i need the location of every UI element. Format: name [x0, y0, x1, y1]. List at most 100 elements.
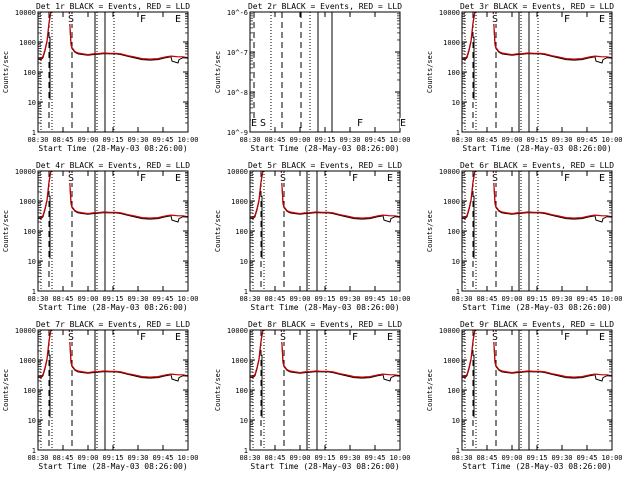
y-tick-label: 100: [23, 228, 36, 236]
marker-e: E: [387, 332, 393, 343]
y-tick-label: 10^-6: [227, 9, 248, 17]
x-tick-label: 09:45: [152, 454, 173, 462]
marker-box: [175, 14, 182, 24]
x-tick-label: 10:00: [601, 136, 622, 144]
marker-box: [599, 332, 606, 342]
series-lld-line: [38, 171, 188, 219]
marker-box: [357, 118, 364, 128]
y-tick-label: 10: [240, 258, 248, 266]
marker-box: [352, 173, 359, 183]
y-tick-label: 10: [240, 417, 248, 425]
y-tick-label: 10000: [15, 168, 36, 176]
x-tick-label: 08:30: [239, 454, 260, 462]
x-tick-label: 09:45: [364, 295, 385, 303]
y-axis-label: Counts/sec: [214, 210, 222, 252]
x-tick-label: 08:30: [451, 454, 472, 462]
x-tick-label: 09:45: [364, 454, 385, 462]
marker-box: [140, 332, 147, 342]
x-tick-label: 09:45: [152, 136, 173, 144]
marker-box: [492, 173, 499, 183]
x-tick-label: 09:00: [289, 136, 310, 144]
marker-s: S: [492, 173, 498, 184]
x-tick-label: 08:45: [264, 295, 285, 303]
marker-e: E: [400, 118, 406, 129]
x-tick-label: 09:00: [501, 136, 522, 144]
marker-box: [400, 118, 407, 128]
marker-box: [68, 173, 75, 183]
y-axis-label: Counts/sec: [2, 51, 10, 93]
y-tick-label: 1000: [19, 198, 36, 206]
x-axis-label: Start Time (28-May-03 08:26:00): [462, 462, 611, 471]
x-tick-label: 08:45: [264, 136, 285, 144]
series-lld-line: [462, 171, 612, 219]
marker-f: F: [564, 173, 570, 184]
marker-s: S: [260, 118, 266, 129]
y-tick-label: 1: [456, 288, 460, 296]
marker-box: [280, 332, 287, 342]
x-tick-label: 09:30: [339, 136, 360, 144]
panel-title: Det 6r BLACK = Events, RED = LLD: [460, 161, 614, 170]
x-tick-label: 09:45: [576, 295, 597, 303]
series-lld-line: [462, 12, 612, 60]
x-axis-label: Start Time (28-May-03 08:26:00): [38, 303, 187, 312]
x-tick-label: 09:15: [314, 295, 335, 303]
marker-box: [140, 14, 147, 24]
x-tick-label: 09:45: [576, 454, 597, 462]
panel-title: Det 4r BLACK = Events, RED = LLD: [36, 161, 190, 170]
x-tick-label: 09:00: [77, 136, 98, 144]
x-tick-label: 08:30: [27, 454, 48, 462]
y-tick-label: 1: [456, 129, 460, 137]
marker-s: S: [280, 332, 286, 343]
x-tick-label: 08:30: [27, 295, 48, 303]
x-tick-label: 09:15: [314, 136, 335, 144]
x-tick-label: 09:00: [289, 295, 310, 303]
marker-box: [251, 118, 258, 128]
y-tick-label: 1: [244, 447, 248, 455]
x-axis-label: Start Time (28-May-03 08:26:00): [38, 144, 187, 153]
x-tick-label: 08:30: [239, 295, 260, 303]
x-tick-label: 08:45: [264, 454, 285, 462]
plot-frame: [249, 11, 401, 133]
x-tick-label: 09:00: [77, 295, 98, 303]
x-tick-label: 09:30: [551, 295, 572, 303]
series-lld-line: [38, 12, 188, 60]
detector-panel-7: Det 7r BLACK = Events, RED = LLD Counts/s…: [2, 320, 199, 471]
x-tick-label: 10:00: [177, 136, 198, 144]
panel-title: Det 9r BLACK = Events, RED = LLD: [460, 320, 614, 329]
y-tick-label: 1000: [443, 198, 460, 206]
x-tick-label: 09:45: [152, 295, 173, 303]
y-tick-label: 10000: [227, 168, 248, 176]
x-tick-label: 09:30: [551, 136, 572, 144]
y-axis-label: Counts/sec: [426, 369, 434, 411]
x-tick-label: 09:45: [364, 136, 385, 144]
x-axis-label: Start Time (28-May-03 08:26:00): [38, 462, 187, 471]
marker-box: [175, 332, 182, 342]
y-tick-label: 10: [28, 99, 36, 107]
x-tick-label: 09:30: [551, 454, 572, 462]
y-tick-label: 10: [452, 417, 460, 425]
y-axis-label: Counts/sec: [426, 210, 434, 252]
y-axis-label: Counts/sec: [426, 51, 434, 93]
marker-e: E: [599, 173, 605, 184]
marker-box: [387, 173, 394, 183]
y-axis-label: Counts/sec: [2, 369, 10, 411]
y-tick-label: 1000: [19, 39, 36, 47]
x-tick-label: 10:00: [177, 454, 198, 462]
x-tick-label: 10:00: [389, 454, 410, 462]
y-tick-label: 100: [23, 387, 36, 395]
y-tick-label: 10: [28, 258, 36, 266]
y-tick-label: 100: [447, 228, 460, 236]
y-axis-label: Counts/sec: [214, 369, 222, 411]
x-tick-label: 08:30: [451, 295, 472, 303]
x-tick-label: 09:15: [314, 454, 335, 462]
x-tick-label: 09:30: [127, 136, 148, 144]
series-lld-line: [38, 330, 188, 378]
marker-box: [492, 332, 499, 342]
y-tick-label: 100: [235, 387, 248, 395]
marker-box: [352, 332, 359, 342]
marker-box: [387, 332, 394, 342]
x-tick-label: 09:30: [339, 454, 360, 462]
marker-e: E: [175, 332, 181, 343]
series-lld-line: [462, 330, 612, 378]
x-tick-label: 09:00: [289, 454, 310, 462]
